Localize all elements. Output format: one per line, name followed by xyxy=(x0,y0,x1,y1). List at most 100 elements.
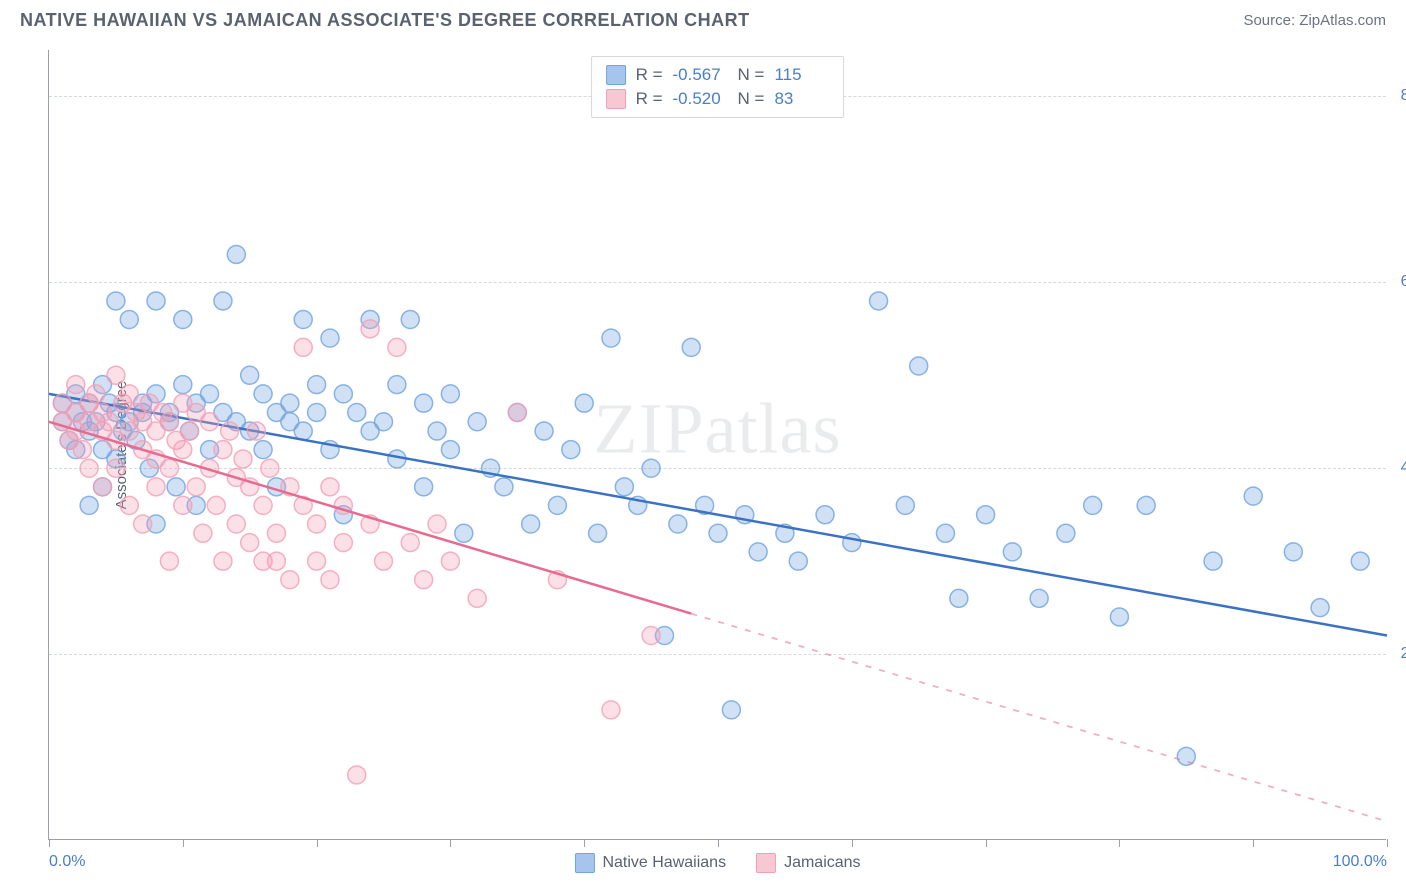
data-point xyxy=(107,459,125,477)
data-point xyxy=(1057,524,1075,542)
data-point xyxy=(254,496,272,514)
data-point xyxy=(201,413,219,431)
data-point xyxy=(227,515,245,533)
stat-r-label: R = xyxy=(636,63,663,87)
data-point xyxy=(180,422,198,440)
data-point xyxy=(147,478,165,496)
data-point xyxy=(1110,608,1128,626)
data-point xyxy=(234,450,252,468)
data-point xyxy=(267,552,285,570)
data-point xyxy=(187,478,205,496)
x-tick xyxy=(49,839,50,847)
stat-n-value-jamaicans: 83 xyxy=(774,87,829,111)
legend-swatch-hawaiians xyxy=(574,853,594,873)
x-tick xyxy=(1119,839,1120,847)
data-point xyxy=(227,245,245,263)
data-point xyxy=(455,524,473,542)
data-point xyxy=(174,441,192,459)
swatch-jamaicans xyxy=(606,89,626,109)
data-point xyxy=(535,422,553,440)
data-point xyxy=(1003,543,1021,561)
y-tick-label: 60.0% xyxy=(1401,273,1406,291)
data-point xyxy=(896,496,914,514)
data-point xyxy=(267,524,285,542)
y-tick-label: 40.0% xyxy=(1401,459,1406,477)
data-point xyxy=(789,552,807,570)
data-point xyxy=(682,338,700,356)
stat-r-value-hawaiians: -0.567 xyxy=(673,63,728,87)
data-point xyxy=(94,478,112,496)
data-point xyxy=(361,320,379,338)
data-point xyxy=(415,394,433,412)
data-point xyxy=(294,311,312,329)
legend: Native Hawaiians Jamaicans xyxy=(574,853,860,873)
x-tick xyxy=(852,839,853,847)
data-point xyxy=(602,329,620,347)
data-point xyxy=(441,552,459,570)
data-point xyxy=(441,441,459,459)
data-point xyxy=(589,524,607,542)
data-point xyxy=(602,701,620,719)
data-point xyxy=(401,311,419,329)
data-point xyxy=(201,385,219,403)
data-point xyxy=(120,385,138,403)
data-point xyxy=(294,422,312,440)
x-tick xyxy=(584,839,585,847)
data-point xyxy=(221,422,239,440)
data-point xyxy=(100,413,118,431)
data-point xyxy=(160,413,178,431)
data-point xyxy=(562,441,580,459)
legend-label-hawaiians: Native Hawaiians xyxy=(602,854,726,872)
x-tick xyxy=(718,839,719,847)
data-point xyxy=(174,496,192,514)
data-point xyxy=(936,524,954,542)
data-point xyxy=(1030,589,1048,607)
data-point xyxy=(388,376,406,394)
data-point xyxy=(843,534,861,552)
data-point xyxy=(642,627,660,645)
data-point xyxy=(816,506,834,524)
data-point xyxy=(321,329,339,347)
x-tick xyxy=(183,839,184,847)
data-point xyxy=(415,571,433,589)
data-point xyxy=(308,552,326,570)
data-point xyxy=(522,515,540,533)
data-point xyxy=(174,311,192,329)
data-point xyxy=(1137,496,1155,514)
data-point xyxy=(428,515,446,533)
data-point xyxy=(321,571,339,589)
data-point xyxy=(495,478,513,496)
data-point xyxy=(254,385,272,403)
data-point xyxy=(1204,552,1222,570)
data-point xyxy=(261,459,279,477)
stat-n-value-hawaiians: 115 xyxy=(774,63,829,87)
data-point xyxy=(107,292,125,310)
stats-row-hawaiians: R = -0.567 N = 115 xyxy=(606,63,830,87)
data-point xyxy=(214,292,232,310)
data-point xyxy=(254,441,272,459)
data-point xyxy=(575,394,593,412)
x-tick xyxy=(1387,839,1388,847)
x-tick xyxy=(317,839,318,847)
data-point xyxy=(910,357,928,375)
x-tick-label: 100.0% xyxy=(1333,853,1387,871)
data-point xyxy=(73,441,91,459)
data-point xyxy=(167,478,185,496)
data-point xyxy=(508,403,526,421)
data-point xyxy=(722,701,740,719)
legend-swatch-jamaicans xyxy=(756,853,776,873)
legend-label-jamaicans: Jamaicans xyxy=(784,854,860,872)
data-point xyxy=(749,543,767,561)
data-point xyxy=(308,403,326,421)
data-point xyxy=(548,496,566,514)
data-point xyxy=(615,478,633,496)
data-point xyxy=(160,552,178,570)
data-point xyxy=(334,534,352,552)
data-point xyxy=(977,506,995,524)
stat-n-label: N = xyxy=(738,63,765,87)
stat-n-label: N = xyxy=(738,87,765,111)
data-point xyxy=(428,422,446,440)
data-point xyxy=(107,366,125,384)
data-point xyxy=(669,515,687,533)
data-point xyxy=(214,552,232,570)
